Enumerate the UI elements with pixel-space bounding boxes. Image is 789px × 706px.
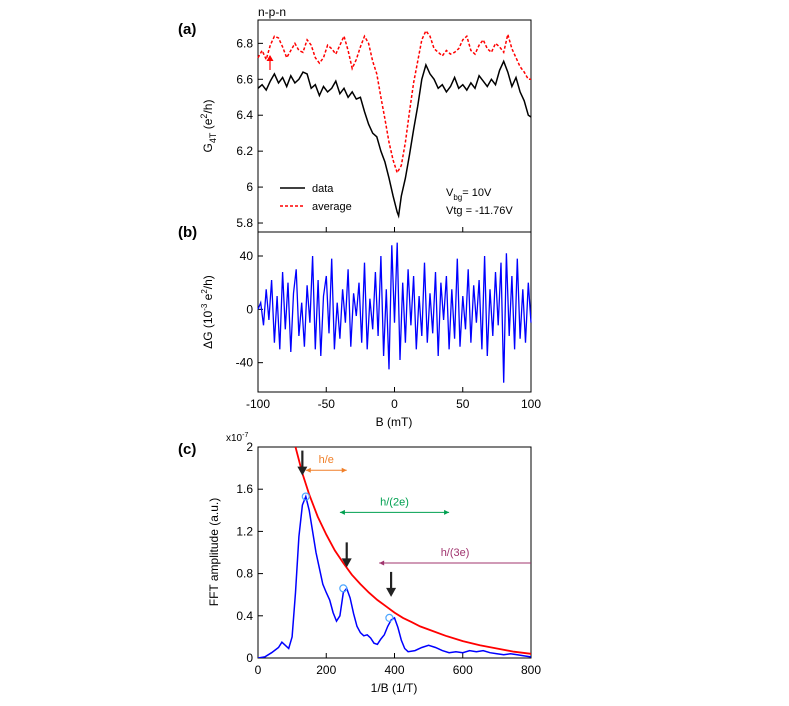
panel-c-frame xyxy=(257,446,532,659)
range-arrowhead-left xyxy=(379,560,385,566)
panel-b-xtick-label: 50 xyxy=(456,397,470,411)
panel-c-y-axis-label: FFT amplitude (a.u.) xyxy=(207,498,221,606)
panel-a-ytick-label: 6.4 xyxy=(236,108,253,122)
series-delta-g-line xyxy=(257,242,532,383)
panel-a-ytick-label: 5.8 xyxy=(236,216,253,230)
panel-b-x-axis-label: B (mT) xyxy=(376,415,413,429)
legend-label-average: average xyxy=(312,201,352,213)
panel-c-xtick-label: 400 xyxy=(384,663,404,677)
range-label-h-e: h/e xyxy=(319,454,334,466)
panel-a-chart: 5.8 6 6.2 6.4 6.6 6.8 G4T (e2/h) data average… xyxy=(199,19,532,233)
panel-b-ytick-label: 40 xyxy=(240,249,254,263)
panel-b-ylabel-close: /h) xyxy=(201,275,215,289)
panel-b-label: (b) xyxy=(178,224,197,241)
panel-a-y-ticks: 5.8 6 6.2 6.4 6.6 6.8 xyxy=(236,36,263,230)
panel-b-ylabel-mid: e xyxy=(201,293,215,303)
range-arrowhead-right xyxy=(444,509,450,515)
panel-a-ylabel-unit-open: (e xyxy=(201,118,215,132)
panel-b-ylabel-sup2: 2 xyxy=(200,289,209,294)
panel-c-ytick-label: 0.4 xyxy=(236,609,253,623)
panel-c-series xyxy=(258,447,531,658)
panel-b-xtick-label: -50 xyxy=(318,397,336,411)
panel-c-chart: x10-7 0 0.4 0.8 1.2 1.6 2 0 200 400 600 800 FFT a… xyxy=(207,432,541,695)
panel-a-legend: data average xyxy=(280,183,352,213)
panel-c-xtick-label: 200 xyxy=(316,663,336,677)
panel-b-y-axis-label: ΔG (10-3 e2/h) xyxy=(200,275,215,349)
panel-c-xtick-label: 0 xyxy=(255,663,262,677)
panel-b-chart: -40 0 40 -100 -50 0 50 100 ΔG (10-3 e2/h) B (m… xyxy=(200,231,541,429)
panel-b-xtick-label: 0 xyxy=(391,397,398,411)
panel-c-x-axis-label: 1/B (1/T) xyxy=(371,681,418,695)
panel-a-ylabel-unit-close: /h) xyxy=(201,100,215,114)
panel-b-ytick-label: 0 xyxy=(246,302,253,316)
panel-c-axis-multiplier-exp: -7 xyxy=(242,432,248,439)
panel-c-xtick-label: 800 xyxy=(521,663,541,677)
panel-c-ytick-label: 0 xyxy=(246,651,253,665)
panel-c-x-ticks: 0 200 400 600 800 xyxy=(255,653,541,677)
range-arrowhead-left xyxy=(305,467,311,473)
panel-c-ytick-label: 1.6 xyxy=(236,482,253,496)
annotation-vbg-sub: bg xyxy=(453,193,462,202)
panel-a-offset-arrow-head xyxy=(266,55,274,61)
panel-c-ytick-label: 2 xyxy=(246,440,253,454)
panel-b-xtick-label: -100 xyxy=(246,397,270,411)
peak-arrow-head xyxy=(386,587,397,597)
panel-a-ytick-label: 6.8 xyxy=(236,36,253,50)
panel-a-ytick-label: 6.6 xyxy=(236,72,253,86)
series-fit-curve xyxy=(294,447,531,655)
panel-a-series xyxy=(257,29,532,219)
panel-c-xtick-label: 600 xyxy=(453,663,473,677)
annotation-vbg: Vbg= 10V xyxy=(446,187,492,202)
panel-c-ytick-label: 1.2 xyxy=(236,524,253,538)
panel-c-y-ticks: 0 0.4 0.8 1.2 1.6 2 xyxy=(236,440,263,665)
range-arrowhead-right xyxy=(341,467,347,473)
panel-b-ytick-label: -40 xyxy=(236,356,254,370)
range-arrowhead-left xyxy=(339,509,345,515)
panel-a-ytick-label: 6.2 xyxy=(236,144,253,158)
range-label-h-2e: h/(2e) xyxy=(380,496,409,508)
panel-c-label: (c) xyxy=(178,441,196,458)
panel-a-y-axis-label: G4T (e2/h) xyxy=(199,100,218,153)
panel-a-x-ticks xyxy=(257,227,532,232)
panel-a-ytick-label: 6 xyxy=(246,180,253,194)
annotation-vbg-main: V xyxy=(446,187,454,199)
panel-c-annotations: h/e h/(2e) h/(3e) xyxy=(297,450,531,597)
panel-b-y-ticks: -40 0 40 xyxy=(236,249,263,370)
peak-marker xyxy=(385,613,394,623)
panel-a-ylabel-main: G xyxy=(201,143,215,152)
legend-label-data: data xyxy=(312,183,334,195)
panel-b-ylabel-sup1: -3 xyxy=(200,303,209,311)
panel-c-plot-area xyxy=(258,447,531,658)
panel-b-x-ticks: -100 -50 0 50 100 xyxy=(246,387,541,411)
annotation-vtg: Vtg = -11.76V xyxy=(446,205,513,217)
series-data-line xyxy=(257,59,532,219)
peak-arrow-head xyxy=(341,558,352,568)
panel-a-ylabel-sub: 4T xyxy=(208,132,218,143)
panel-a-ylabel-unit-sup: 2 xyxy=(199,114,209,119)
peak-marker xyxy=(301,492,310,501)
peak-marker xyxy=(339,584,348,593)
panel-b-xtick-label: 100 xyxy=(521,397,541,411)
panel-c-axis-multiplier-base: x10 xyxy=(226,433,243,444)
series-fft-line xyxy=(258,494,531,658)
range-label-h-3e: h/(3e) xyxy=(441,547,470,559)
panel-c-ytick-label: 0.8 xyxy=(236,567,253,581)
panel-b-ylabel-main: ΔG (10 xyxy=(201,310,215,348)
panel-c-axis-multiplier: x10-7 xyxy=(226,432,248,444)
panel-b-series xyxy=(257,242,532,383)
panel-a-label: (a) xyxy=(178,21,196,38)
peak-arrow-head xyxy=(297,466,308,476)
annotation-vbg-rest: = 10V xyxy=(462,187,492,199)
series-average-line xyxy=(257,29,531,175)
panel-a-title: n-p-n xyxy=(258,5,286,19)
